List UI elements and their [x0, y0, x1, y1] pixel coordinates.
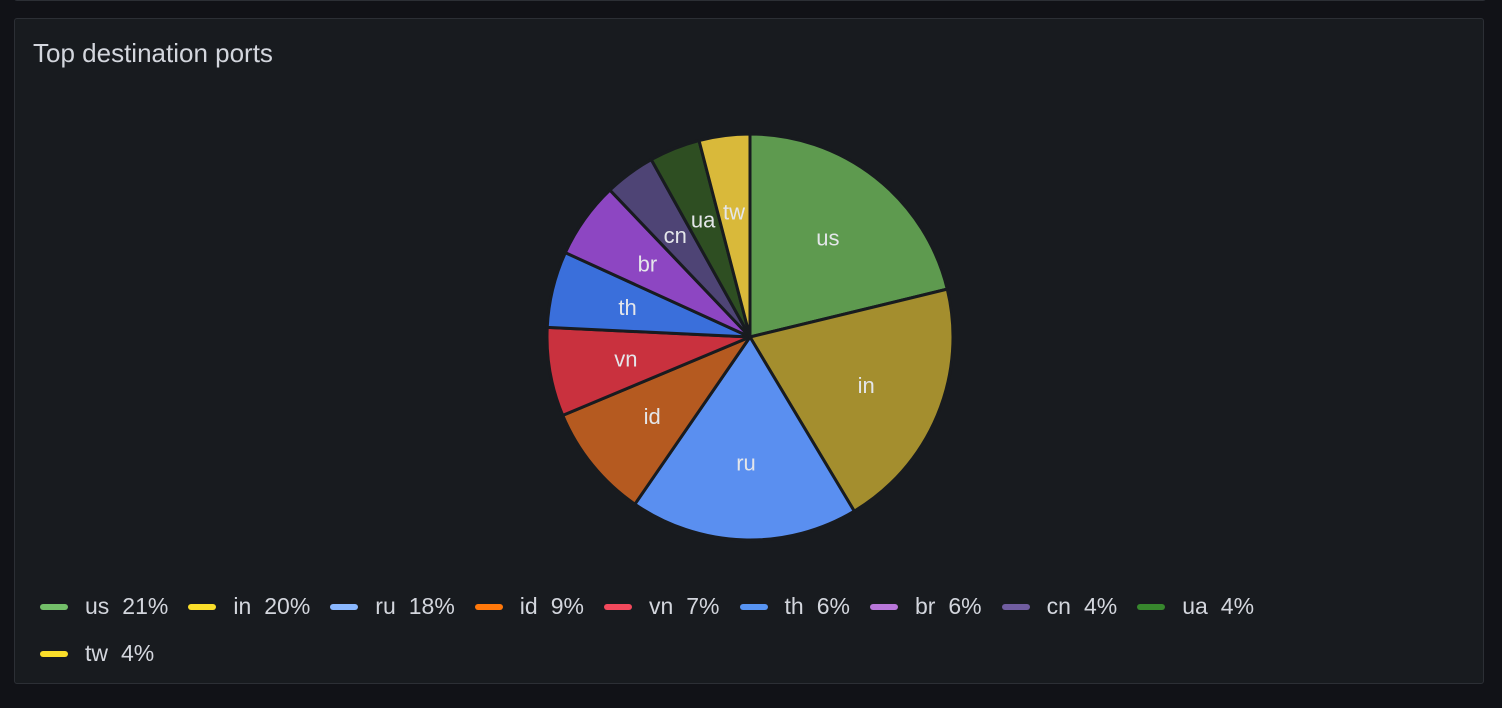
legend-label: br — [914, 593, 936, 619]
legend-swatch — [40, 603, 68, 610]
legend-label: id — [519, 593, 538, 619]
pie-slice-label-ru: ru — [736, 450, 756, 475]
pie-slice-in[interactable] — [748, 287, 955, 513]
legend-item-cn[interactable]: cn 4% — [1001, 593, 1118, 620]
legend-item-th[interactable]: th 6% — [739, 593, 850, 620]
pie-slice-tw[interactable] — [697, 132, 752, 339]
pie-chart-panel: Top destination ports us in ru id vn th br cn ua… — [14, 18, 1484, 684]
legend-percent: 6% — [948, 593, 982, 619]
legend-swatch — [603, 603, 632, 610]
legend-item-us[interactable]: us 21% — [40, 593, 168, 620]
legend-percent: 21% — [122, 593, 169, 619]
pie-slice-label-id: id — [644, 404, 661, 429]
pie-slice-ru[interactable] — [633, 335, 856, 542]
legend-label: ua — [1182, 593, 1208, 619]
legend-swatch — [188, 603, 217, 610]
legend-swatch — [739, 603, 768, 610]
pie-slice-label-cn: cn — [664, 223, 687, 248]
legend-percent: 7% — [686, 593, 720, 619]
pie-slice-label-in: in — [858, 373, 875, 398]
legend-label: in — [233, 593, 252, 619]
legend-item-in[interactable]: in 20% — [188, 593, 310, 620]
pie-slices — [545, 132, 955, 542]
legend-swatch — [474, 603, 503, 610]
pie-slice-label-us: us — [816, 225, 839, 250]
pie-slice-label-ua: ua — [691, 208, 716, 233]
legend-item-tw[interactable]: tw 4% — [40, 640, 154, 667]
pie-slice-label-th: th — [618, 295, 636, 320]
pie-slice-label-vn: vn — [614, 346, 637, 371]
legend-swatch — [869, 603, 898, 610]
legend-percent: 4% — [121, 640, 155, 666]
legend-label: ru — [375, 593, 396, 619]
legend-swatch — [40, 650, 68, 657]
legend-percent: 4% — [1220, 593, 1255, 619]
legend-percent: 6% — [816, 593, 850, 619]
legend-percent: 18% — [408, 593, 455, 619]
pie-slice-us[interactable] — [748, 132, 949, 339]
pie-slice-id[interactable] — [561, 335, 752, 506]
legend-label: cn — [1046, 593, 1071, 619]
legend-row: us 21% in 20% ru 18% id 9% vn 7% th 6% br 6% cn 4% ua 4% — [40, 583, 1440, 630]
legend-label: vn — [648, 593, 674, 619]
panel-title[interactable]: Top destination ports — [33, 38, 273, 68]
legend-swatch — [1137, 603, 1166, 610]
legend-swatch — [330, 603, 359, 610]
legend-item-ru[interactable]: ru 18% — [330, 593, 455, 620]
legend-percent: 20% — [264, 593, 311, 619]
legend-item-id[interactable]: id 9% — [474, 593, 584, 620]
legend-label: th — [784, 593, 804, 619]
legend-swatch — [1001, 603, 1030, 610]
legend-item-ua[interactable]: ua 4% — [1137, 593, 1254, 620]
legend-percent: 4% — [1083, 593, 1118, 619]
pie-slice-label-tw: tw — [723, 200, 745, 225]
legend-label: tw — [85, 640, 108, 666]
pie-slice-label-br: br — [638, 251, 658, 276]
legend-item-br[interactable]: br 6% — [869, 593, 982, 620]
legend-row: tw 4% — [40, 630, 1440, 677]
legend-item-vn[interactable]: vn 7% — [603, 593, 720, 620]
previous-panel-edge — [14, 0, 1486, 1]
legend-label: us — [85, 593, 110, 619]
chart-legend: us 21% in 20% ru 18% id 9% vn 7% th 6% br 6% cn 4% ua 4% t… — [40, 583, 1440, 677]
legend-percent: 9% — [550, 593, 584, 619]
